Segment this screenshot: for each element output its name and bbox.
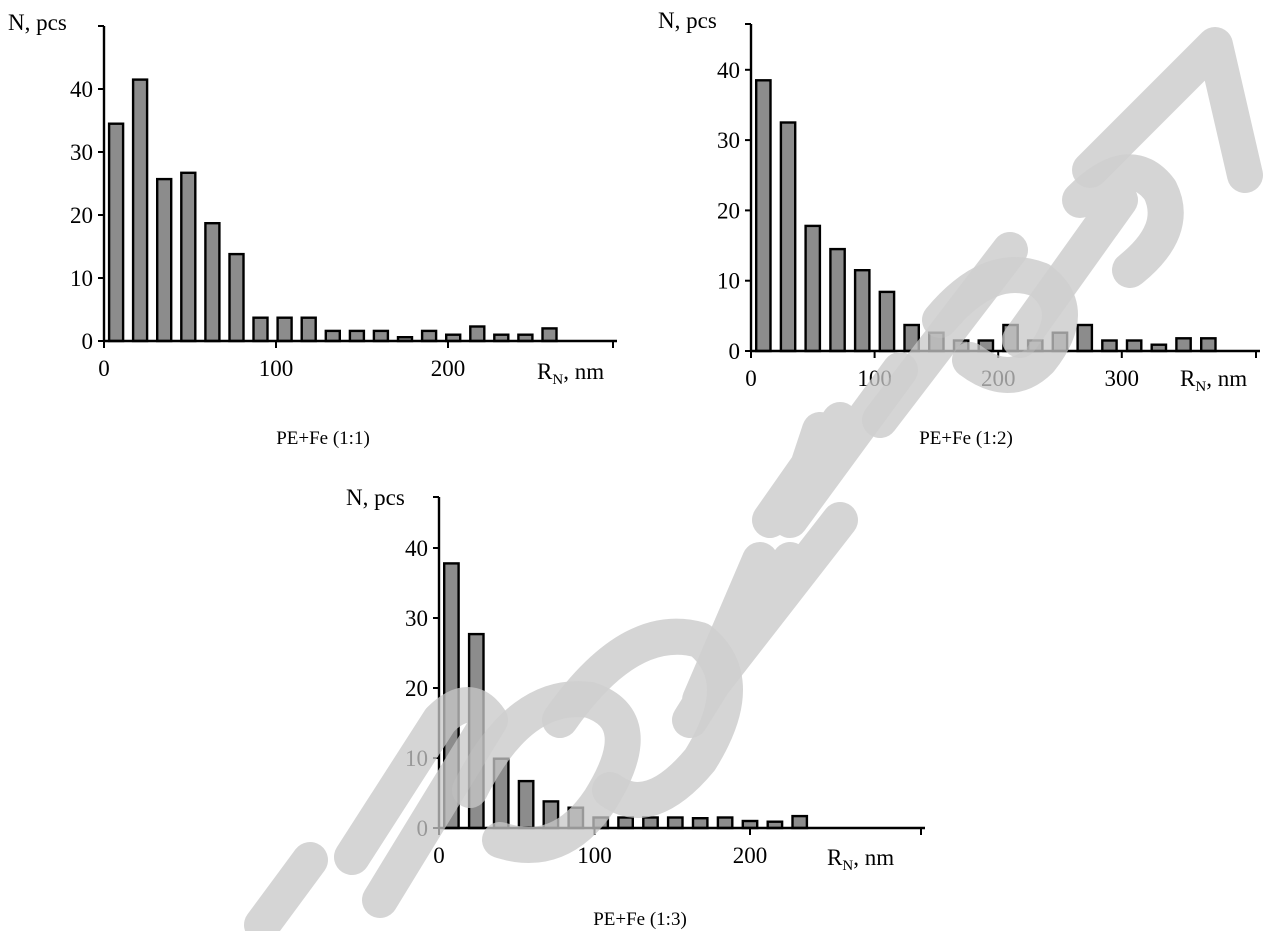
x-axis-label-2: RN, nm xyxy=(1180,366,1247,395)
y-tick-label-2-0: 0 xyxy=(729,339,741,364)
bar-1-8 xyxy=(276,316,293,343)
bar-1-10 xyxy=(324,329,341,343)
x-axis-label-unit-2: , nm xyxy=(1206,366,1247,391)
bar-1-6 xyxy=(228,252,245,343)
y-tick-label-3-40: 40 xyxy=(405,536,428,561)
bar-2-18 xyxy=(1175,337,1192,353)
x-tick-label-3-200: 200 xyxy=(733,843,768,868)
bar-1-9 xyxy=(300,316,317,343)
bar-3-9 xyxy=(642,816,659,830)
bar-2-4 xyxy=(829,247,846,353)
chart-1: 0 10 20 30 40 0 100 200 N, pcs RN, nm PE+Fe (1:1) xyxy=(8,10,617,449)
y-tick-label-2-20: 20 xyxy=(717,198,740,223)
x-tick-label-1-200: 200 xyxy=(431,356,466,381)
chart-caption-2: PE+Fe (1:2) xyxy=(919,428,1013,449)
bar-2-19 xyxy=(1199,337,1217,353)
y-tick-label-1-30: 30 xyxy=(70,140,93,165)
bar-1-19 xyxy=(541,327,558,343)
x-tick-label-2-300: 300 xyxy=(1105,366,1140,391)
x-axis-label-3: RN, nm xyxy=(827,845,894,874)
bar-1-11 xyxy=(348,329,366,343)
bar-1-16 xyxy=(469,325,486,343)
chart-caption-3: PE+Fe (1:3) xyxy=(593,909,687,930)
chart-caption-1: PE+Fe (1:1) xyxy=(276,428,370,449)
watermark-stroke-2 xyxy=(334,687,508,918)
bar-2-16 xyxy=(1125,339,1143,353)
bar-3-12 xyxy=(716,816,734,830)
x-axis-label-main-3: R xyxy=(827,845,843,870)
bar-1-3 xyxy=(155,177,173,343)
x-tick-label-2-0: 0 xyxy=(745,366,757,391)
bar-1-2 xyxy=(131,78,149,343)
watermark-stroke-10 xyxy=(1072,27,1263,193)
watermark-image xyxy=(244,27,1263,931)
y-tick-label-1-10: 10 xyxy=(70,266,93,291)
bar-3-4 xyxy=(517,779,535,830)
bar-1-12 xyxy=(372,329,390,343)
bar-3-15 xyxy=(791,814,809,830)
x-axis-label-sub-1: N xyxy=(552,372,563,388)
bar-2-14 xyxy=(1076,323,1094,353)
x-axis-label-1: RN, nm xyxy=(537,359,604,388)
bar-1-5 xyxy=(204,221,221,343)
bar-2-1 xyxy=(755,79,772,353)
y-tick-label-1-20: 20 xyxy=(70,203,93,228)
bar-1-1 xyxy=(107,122,125,343)
x-axis-label-unit-1: , nm xyxy=(563,359,604,384)
bar-2-15 xyxy=(1101,339,1118,353)
bar-3-10 xyxy=(666,816,684,830)
y-tick-label-1-0: 0 xyxy=(82,329,94,354)
bar-1-4 xyxy=(180,171,197,343)
bar-1-7 xyxy=(252,316,269,343)
y-tick-label-3-30: 30 xyxy=(405,606,428,631)
x-axis-label-unit-3: , nm xyxy=(853,845,894,870)
y-tick-label-2-40: 40 xyxy=(717,58,740,83)
x-axis-label-main-2: R xyxy=(1180,366,1196,391)
x-tick-label-1-0: 0 xyxy=(98,356,110,381)
bar-3-11 xyxy=(691,817,709,830)
bar-2-5 xyxy=(853,269,871,353)
watermark-stroke-9 xyxy=(1002,154,1184,358)
y-tick-label-2-30: 30 xyxy=(717,128,740,153)
x-axis-label-sub-3: N xyxy=(842,858,853,874)
x-axis-label-sub-2: N xyxy=(1195,379,1206,395)
y-tick-label-1-40: 40 xyxy=(70,77,93,102)
y-tick-label-2-10: 10 xyxy=(717,269,740,294)
bar-1-14 xyxy=(420,329,438,343)
watermark-stroke-1 xyxy=(244,842,328,931)
y-axis-label-2: N, pcs xyxy=(658,8,717,33)
x-axis-label-main-1: R xyxy=(537,359,553,384)
watermark-stroke-5 xyxy=(672,502,858,738)
x-tick-label-3-0: 0 xyxy=(433,843,445,868)
x-tick-label-3-100: 100 xyxy=(577,843,612,868)
y-axis-label-3: N, pcs xyxy=(346,485,405,510)
bar-3-8 xyxy=(617,816,635,830)
y-tick-label-3-20: 20 xyxy=(405,676,428,701)
bar-2-6 xyxy=(878,290,896,353)
bar-2-3 xyxy=(804,224,822,353)
x-tick-label-1-100: 100 xyxy=(259,356,294,381)
watermark-stroke-3 xyxy=(452,681,641,863)
bar-2-2 xyxy=(779,121,797,353)
y-axis-label-1: N, pcs xyxy=(8,10,67,35)
